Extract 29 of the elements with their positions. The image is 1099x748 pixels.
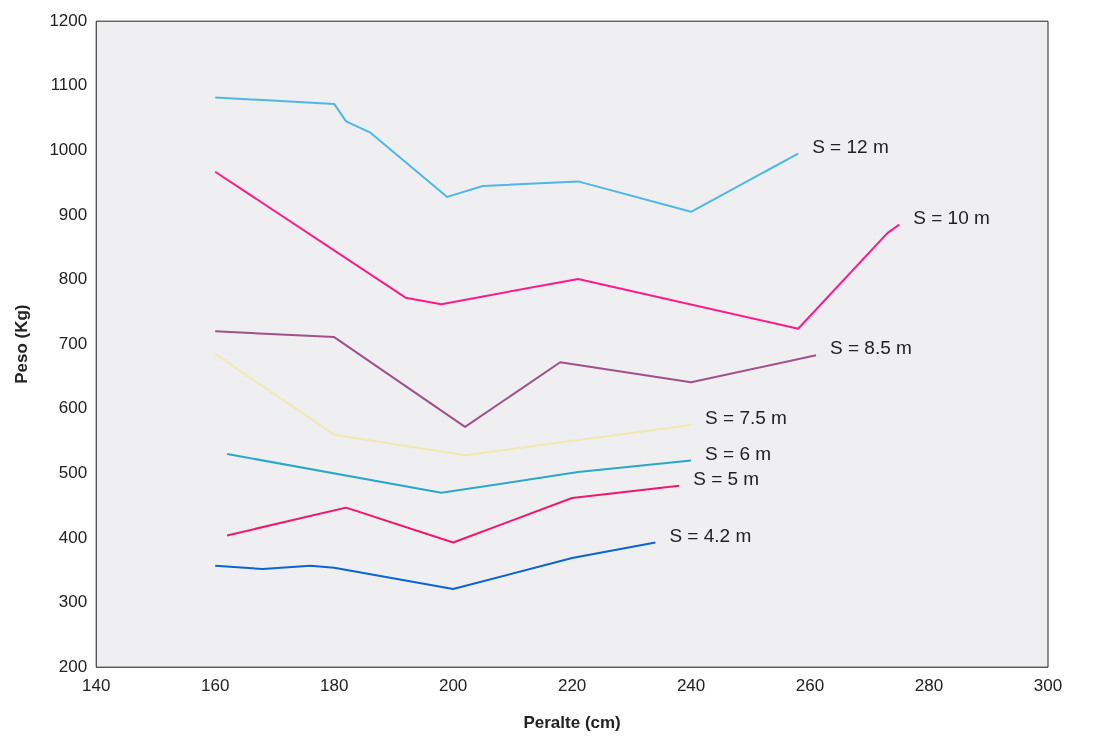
x-tick-label: 240 — [676, 676, 706, 696]
x-tick-label: 140 — [82, 676, 111, 696]
y-tick-label: 800 — [58, 269, 88, 289]
series-label: S = 5 m — [693, 467, 760, 489]
y-tick-label: 600 — [58, 398, 88, 418]
y-tick-label: 1200 — [49, 10, 88, 30]
series-label: S = 7.5 m — [705, 407, 787, 429]
series-label: S = 4.2 m — [669, 524, 752, 546]
x-tick-label: 160 — [201, 676, 230, 696]
x-axis-title: Peralte (cm) — [523, 713, 621, 733]
series-label: S = 6 m — [705, 442, 772, 464]
y-tick-label: 300 — [58, 592, 88, 612]
y-tick-label: 1100 — [50, 75, 88, 95]
y-tick-label: 1000 — [49, 140, 88, 160]
x-tick-label: 180 — [319, 676, 349, 696]
x-tick-label: 220 — [557, 676, 587, 696]
x-tick-label: 200 — [438, 676, 468, 696]
x-tick-label: 260 — [795, 676, 825, 696]
y-tick-label: 900 — [58, 204, 88, 224]
series-label: S = 10 m — [913, 206, 990, 228]
x-tick-label: 280 — [914, 676, 944, 696]
series-label: S = 12 m — [812, 135, 889, 157]
y-tick-label: 400 — [58, 527, 88, 547]
y-tick-label: 700 — [58, 333, 88, 353]
y-tick-label: 200 — [58, 656, 88, 676]
y-axis-title: Peso (Kg) — [11, 304, 31, 384]
x-tick-label: 300 — [1033, 676, 1063, 696]
y-tick-label: 500 — [58, 463, 88, 483]
series-label: S = 8.5 m — [830, 337, 912, 359]
